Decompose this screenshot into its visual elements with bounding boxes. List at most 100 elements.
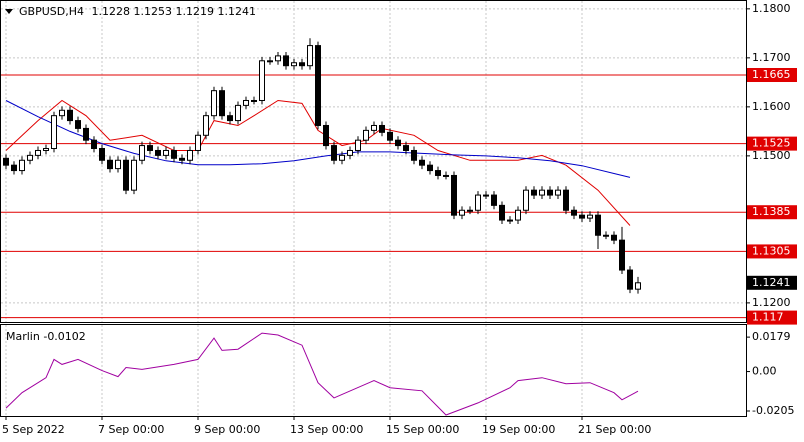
candle-body	[259, 60, 265, 101]
high-value: 1.1253	[133, 5, 172, 18]
y-tick-label: 1.1200	[752, 296, 791, 309]
menu-triangle	[5, 9, 13, 14]
candle-body	[387, 131, 393, 141]
candle-body	[355, 139, 361, 151]
candle-body	[515, 209, 521, 221]
candle-body	[499, 204, 505, 221]
level-label: 1.1305	[752, 244, 791, 257]
candle-body	[595, 214, 601, 236]
candle-body	[587, 214, 593, 219]
candle-body	[339, 154, 345, 161]
candle-body	[35, 149, 41, 156]
symbol: GBPUSD,H4	[19, 5, 84, 18]
candle-body	[411, 149, 417, 161]
candle-body	[419, 159, 425, 166]
x-tick-label: 9 Sep 00:00	[194, 423, 260, 436]
y-tick-label: 1.1800	[752, 2, 791, 15]
level-label: 1.1525	[752, 137, 791, 150]
candle-body	[571, 209, 577, 216]
candle-body	[227, 115, 233, 122]
candle-body	[395, 139, 401, 147]
x-tick-label: 19 Sep 00:00	[482, 423, 555, 436]
y-tick-label: 1.1600	[752, 100, 791, 113]
candle-body	[619, 239, 625, 271]
candle-body	[379, 124, 385, 133]
indicator-header: Marlin -0.0102	[6, 330, 86, 343]
candle-body	[627, 269, 633, 290]
close-value: 1.1241	[217, 5, 256, 18]
candle-body	[555, 189, 561, 196]
candle-body	[83, 127, 89, 141]
level-label-box	[747, 68, 797, 83]
low-value: 1.1219	[175, 5, 214, 18]
candle-body	[195, 134, 201, 151]
indicator-value: -0.0102	[43, 330, 85, 343]
x-tick-label: 15 Sep 00:00	[386, 423, 459, 436]
candle-body	[539, 189, 545, 196]
x-tick-label: 5 Sep 2022	[2, 423, 65, 436]
candle-body	[283, 55, 289, 67]
candle-body	[563, 189, 569, 211]
candle-body	[67, 109, 73, 122]
level-label-box	[747, 310, 797, 325]
candle-body	[475, 194, 481, 211]
candle-body	[443, 174, 449, 177]
candle-body	[251, 99, 257, 102]
candle-body	[147, 145, 153, 151]
candle-body	[203, 115, 209, 136]
candle-body	[491, 194, 497, 206]
candle-body	[59, 109, 65, 117]
candle-body	[123, 159, 129, 191]
y-tick-label: 0.0179	[752, 330, 791, 343]
candle-body	[299, 62, 305, 67]
candle-body	[467, 209, 473, 212]
candle-body	[523, 189, 529, 211]
candle-body	[435, 170, 441, 176]
x-tick-label: 7 Sep 00:00	[98, 423, 164, 436]
candle-body	[363, 129, 369, 141]
candle-body	[603, 234, 609, 237]
candle-body	[131, 159, 137, 191]
candle-body	[611, 234, 617, 241]
moving-average	[5, 99, 631, 226]
candle-body	[235, 104, 241, 122]
indicator-name: Marlin	[6, 330, 40, 343]
candle-body	[371, 124, 377, 131]
candle-body	[403, 145, 409, 151]
y-tick-label: 0.00	[752, 365, 777, 378]
candle-body	[291, 62, 297, 67]
level-label: 1.117	[752, 311, 784, 324]
candle-body	[315, 45, 321, 126]
candle-body	[451, 174, 457, 216]
candle-body	[347, 149, 353, 156]
candle-body	[171, 149, 177, 159]
level-label-box	[747, 244, 797, 259]
candle-body	[115, 159, 121, 170]
candle-body	[323, 124, 329, 147]
candle-body	[163, 149, 169, 156]
chart-header: GBPUSD,H4 1.1228 1.1253 1.1219 1.1241	[19, 5, 256, 18]
level-label: 1.1385	[752, 205, 791, 218]
candle-body	[211, 90, 217, 117]
candle-body	[75, 120, 81, 129]
moving-average	[5, 100, 631, 178]
candle-body	[483, 194, 489, 197]
candle-body	[307, 45, 313, 67]
indicator-pane	[0, 324, 747, 417]
candle-body	[27, 154, 33, 161]
candle-body	[51, 115, 57, 150]
candle-body	[99, 148, 105, 161]
y-tick-label: 1.1700	[752, 51, 791, 64]
candle-body	[139, 145, 145, 161]
candle-body	[275, 55, 281, 62]
candle-body	[267, 60, 273, 63]
y-tick-label: -0.0205	[752, 404, 794, 417]
candle-body	[547, 189, 553, 196]
level-label-box	[747, 205, 797, 220]
candle-body	[427, 164, 433, 172]
indicator-line	[5, 332, 639, 416]
level-label-box	[747, 136, 797, 151]
candle-body	[19, 159, 25, 172]
candle-body	[179, 157, 185, 161]
